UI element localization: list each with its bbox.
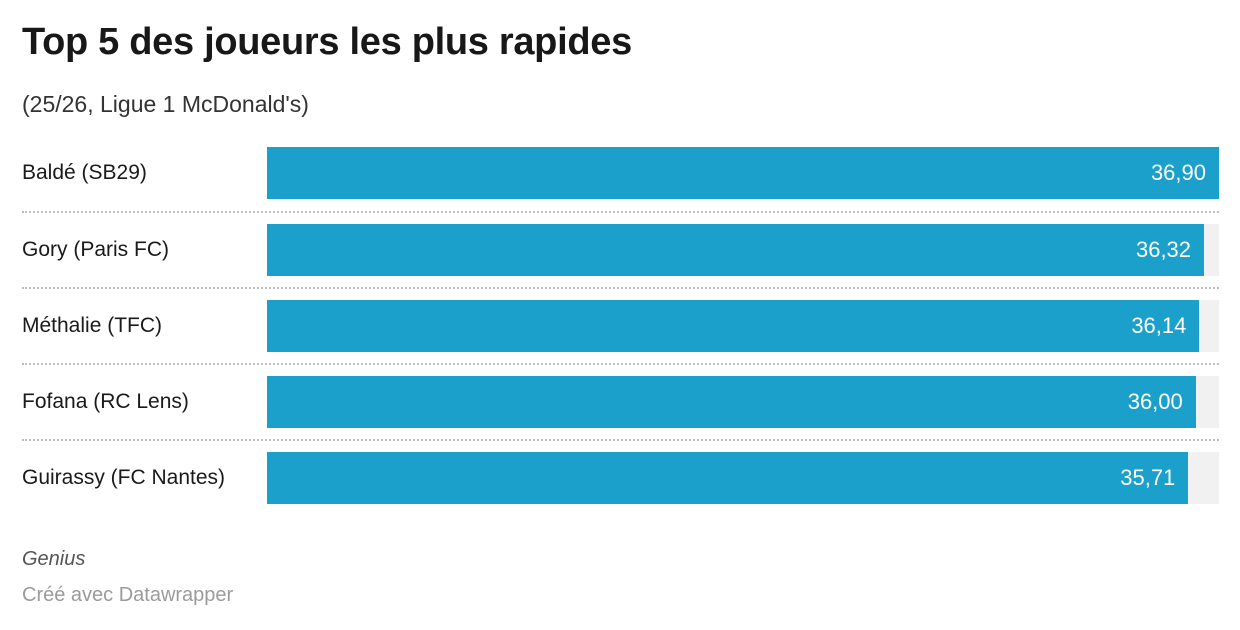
bar-track: 35,71 bbox=[267, 452, 1219, 504]
bar-track: 36,00 bbox=[267, 376, 1219, 428]
bar-row: Guirassy (FC Nantes) 35,71 bbox=[22, 439, 1219, 515]
bar-label: Méthalie (TFC) bbox=[22, 314, 163, 337]
bar-value-label: 36,00 bbox=[1127, 389, 1183, 414]
bar-chart-rows: Baldé (SB29) 36,90 Gory (Paris FC) 36,32… bbox=[22, 135, 1219, 515]
bar: 36,00 bbox=[267, 376, 1196, 428]
bar-row: Baldé (SB29) 36,90 bbox=[22, 135, 1219, 211]
bar-label: Baldé (SB29) bbox=[22, 161, 147, 184]
chart-subtitle: (25/26, Ligue 1 McDonald's) bbox=[22, 91, 309, 117]
bar-row: Fofana (RC Lens) 36,00 bbox=[22, 363, 1219, 439]
bar-row: Méthalie (TFC) 36,14 bbox=[22, 287, 1219, 363]
bar-track: 36,32 bbox=[267, 224, 1219, 276]
chart-title: Top 5 des joueurs les plus rapides bbox=[22, 21, 632, 63]
bar-value-label: 36,32 bbox=[1135, 237, 1192, 262]
bar-label: Guirassy (FC Nantes) bbox=[22, 466, 226, 489]
bar-row: Gory (Paris FC) 36,32 bbox=[22, 211, 1219, 287]
source-text: Genius bbox=[22, 548, 86, 570]
bar: 36,32 bbox=[267, 224, 1205, 276]
bar: 35,71 bbox=[267, 452, 1189, 504]
bar-track: 36,14 bbox=[267, 300, 1219, 352]
bar: 36,14 bbox=[267, 300, 1200, 352]
bar-track: 36,90 bbox=[267, 147, 1219, 199]
bar-value-label: 36,90 bbox=[1150, 160, 1206, 185]
bar-label: Gory (Paris FC) bbox=[22, 238, 169, 261]
bar-label: Fofana (RC Lens) bbox=[22, 390, 189, 413]
bar: 36,90 bbox=[267, 147, 1219, 199]
bar-value-label: 35,71 bbox=[1120, 465, 1176, 490]
datawrapper-credit: Créé avec Datawrapper bbox=[22, 584, 234, 606]
bar-value-label: 36,14 bbox=[1131, 313, 1187, 338]
